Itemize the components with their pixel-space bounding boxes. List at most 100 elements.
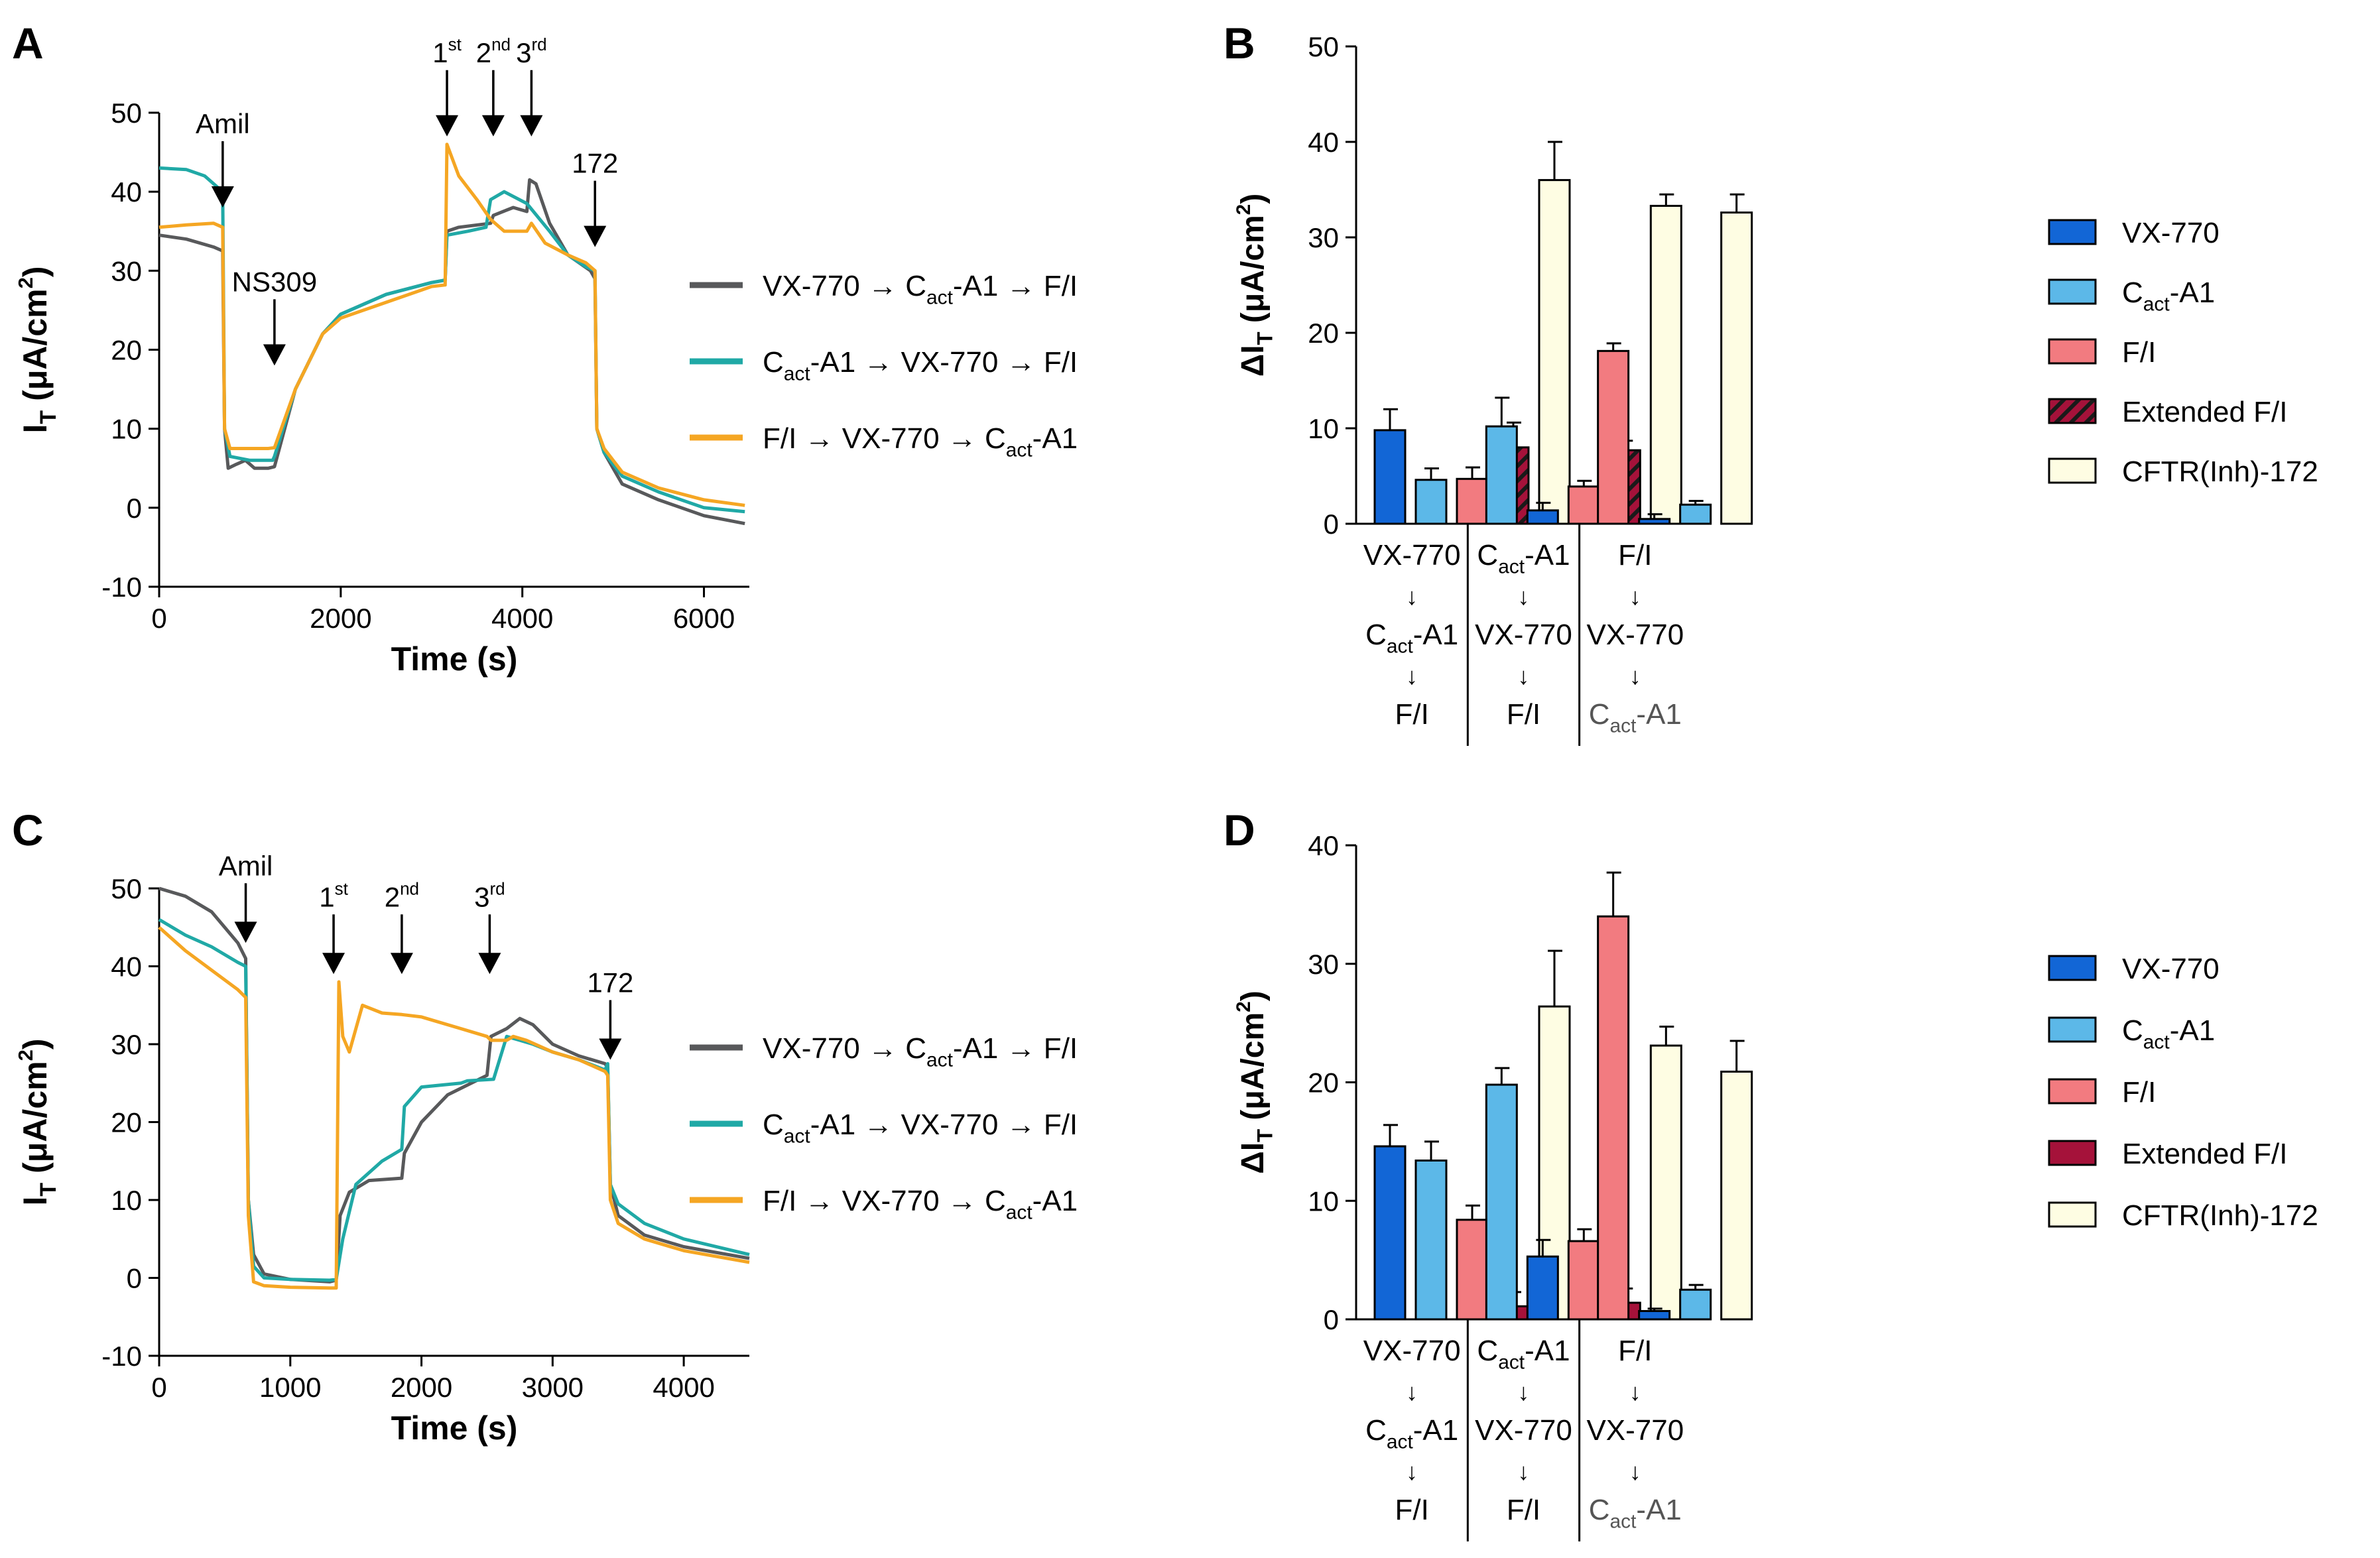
label-part: ↓ (1518, 1458, 1530, 1485)
y-tick-label: 30 (111, 1029, 142, 1060)
label-part: ↓ (1518, 662, 1530, 689)
bar-cact-a1 (1414, 479, 1448, 525)
arrow-marker (520, 70, 543, 137)
group-label: Cact-A1 (1589, 698, 1682, 737)
group-label-arrow: ↓ (1406, 1378, 1418, 1406)
group-label: Cact-A1 (1477, 1335, 1570, 1373)
group-label-arrow: ↓ (1629, 1458, 1641, 1485)
group-label: F/I (1618, 1335, 1652, 1367)
bar-vx-770 (1526, 1255, 1559, 1321)
label-part: -A1 (1413, 619, 1458, 651)
label-part: C (1365, 619, 1387, 651)
label-part: T (1252, 331, 1277, 345)
label-part: -A1 (2170, 276, 2215, 309)
y-tick-label: 50 (1308, 31, 1339, 62)
label-part: -A1 (1636, 1494, 1681, 1526)
label-part: F/I (1395, 698, 1429, 731)
legend-swatch (2048, 219, 2097, 245)
group-label-arrow: ↓ (1406, 1458, 1418, 1485)
label-part: act (2143, 293, 2170, 315)
legend-label: Extended F/I (2122, 396, 2287, 428)
group-label: Cact-A1 (1589, 1494, 1682, 1532)
label-part: ) (17, 267, 54, 278)
arrow-marker (390, 914, 413, 975)
bar-f-i (1567, 485, 1600, 525)
label-part: 3 (516, 37, 531, 68)
label-part: ↓ (1518, 583, 1530, 610)
label-part: ) (1235, 990, 1271, 1001)
arrow-head (520, 115, 543, 137)
label-part: (μA/cm (1235, 1012, 1271, 1129)
bar-vx-770 (1526, 509, 1559, 525)
label-part: ↓ (1629, 662, 1641, 689)
x-tick-label: 2000 (310, 603, 371, 634)
label-part: -A1 (1525, 1335, 1570, 1367)
group-label: F/I (1395, 1494, 1429, 1526)
x-tick-label: 3000 (522, 1372, 584, 1403)
label-part: act (1610, 1510, 1637, 1532)
arrow-marker (263, 299, 286, 366)
label-part: C (763, 346, 784, 379)
legend-label: VX-770 → Cact-A1 → F/I (763, 1032, 1078, 1071)
x-axis-title: Time (s) (391, 1409, 518, 1447)
panel-c: -10 0 10 20 30 40 50 0 1000 2000 3000 4000 Time (s) I… (12, 806, 1078, 1447)
label-part: -A1 → F/I (953, 270, 1078, 302)
label-part: act (926, 286, 954, 308)
group-label-arrow: ↓ (1518, 662, 1530, 689)
label-part: C (1477, 1335, 1498, 1367)
label-part: act (1610, 715, 1637, 737)
arrow-marker (584, 180, 607, 247)
annotation-label: 172 (572, 148, 618, 179)
group-label-arrow: ↓ (1518, 1458, 1530, 1485)
label-part: VX-770 (1586, 619, 1684, 651)
legend-label: Cact-A1 (2122, 1014, 2215, 1053)
label-part: -A1 (1033, 422, 1078, 455)
label-part: 2 (476, 37, 491, 68)
group-label: VX-770 (1475, 1414, 1572, 1447)
label-part: F/I → VX-770 → C (763, 1185, 1006, 1217)
label-part: -A1 (1525, 539, 1570, 571)
legend-swatch (2048, 1016, 2097, 1043)
arrow-head (481, 115, 505, 137)
legend-swatch (2048, 1078, 2097, 1105)
legend-label: F/I → VX-770 → Cact-A1 (763, 1185, 1078, 1223)
bar-f-i (1597, 349, 1630, 525)
arrow-head (263, 344, 286, 366)
label-part: F/I → VX-770 → C (763, 422, 1006, 455)
group-label-arrow: ↓ (1518, 1378, 1530, 1406)
y-tick-label: 10 (1308, 413, 1339, 444)
legend-label: Cact-A1 (2122, 276, 2215, 315)
label-part: VX-770 (1475, 619, 1572, 651)
legend-swatch (2048, 1201, 2097, 1228)
legend-label: Cact-A1 → VX-770 → F/I (763, 1109, 1078, 1147)
label-part: st (335, 879, 349, 899)
trace-line-series-3 (158, 926, 750, 1290)
label-part: -A1 (1033, 1185, 1078, 1217)
bar-cftr-inh-172 (1538, 179, 1571, 525)
y-tick-label: 40 (111, 951, 142, 983)
group-label: F/I (1395, 698, 1429, 731)
legend-swatch (2048, 955, 2097, 981)
bar-vx-770 (1373, 429, 1407, 525)
annotation-label: Amil (219, 850, 273, 881)
label-part: 2 (1233, 204, 1255, 215)
label-part: C (2122, 1014, 2143, 1047)
label-part: F/I (1618, 1335, 1652, 1367)
annotation-label: Amil (196, 108, 250, 139)
panel-letter: A (12, 19, 44, 68)
label-part: act (2143, 1031, 2170, 1053)
group-label: VX-770 (1475, 619, 1572, 651)
y-tick-label: -10 (101, 1341, 142, 1372)
label-part: 172 (587, 967, 633, 998)
group-label-arrow: ↓ (1518, 583, 1530, 610)
panel-letter: C (12, 806, 44, 855)
annotation-label: 2nd (385, 879, 419, 913)
label-part: (μA/cm (1235, 215, 1271, 331)
y-axis-title: ΔIT (μA/cm2) (1233, 194, 1277, 377)
label-part: VX-770 (1586, 1414, 1684, 1447)
annotation-label: 3rd (516, 34, 547, 68)
label-part: 2 (14, 1049, 37, 1061)
label-part: ) (17, 1039, 54, 1050)
label-part: T (36, 410, 61, 424)
